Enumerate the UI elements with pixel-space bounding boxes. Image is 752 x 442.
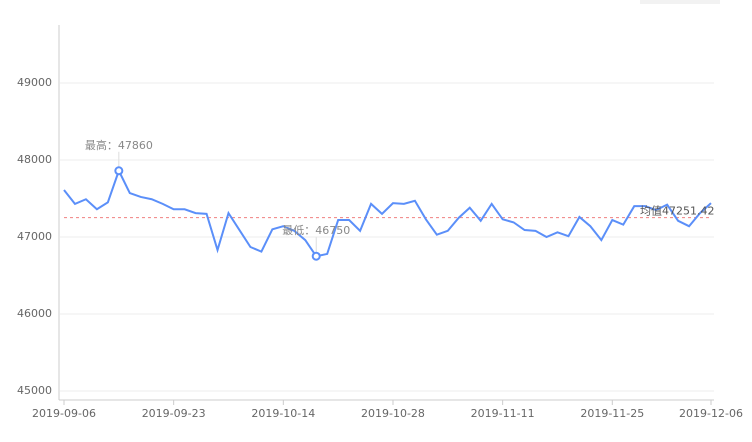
y-tick-label: 48000	[17, 153, 52, 166]
y-tick-label: 46000	[17, 307, 52, 320]
x-tick-label: 2019-11-11	[471, 407, 535, 420]
line	[63, 168, 712, 258]
x-tick-label: 2019-09-23	[142, 407, 206, 420]
x-tick-label: 2019-10-14	[251, 407, 315, 420]
y-tick-label: 45000	[17, 384, 52, 397]
y-tick-label: 47000	[17, 230, 52, 243]
x-tick-label: 2019-12-06	[679, 407, 743, 420]
x-tick-label: 2019-10-28	[361, 407, 425, 420]
max-marker	[114, 166, 124, 176]
min-label: 最低：46750	[282, 224, 350, 237]
x-tick-label: 2019-11-25	[580, 407, 644, 420]
min-marker	[311, 251, 321, 261]
mean-label: 均值47251.42	[640, 205, 715, 218]
y-tick-label: 49000	[17, 76, 52, 89]
x-tick-label: 2019-09-06	[32, 407, 96, 420]
toolbar-stub	[640, 0, 720, 4]
max-label: 最高：47860	[85, 138, 153, 152]
